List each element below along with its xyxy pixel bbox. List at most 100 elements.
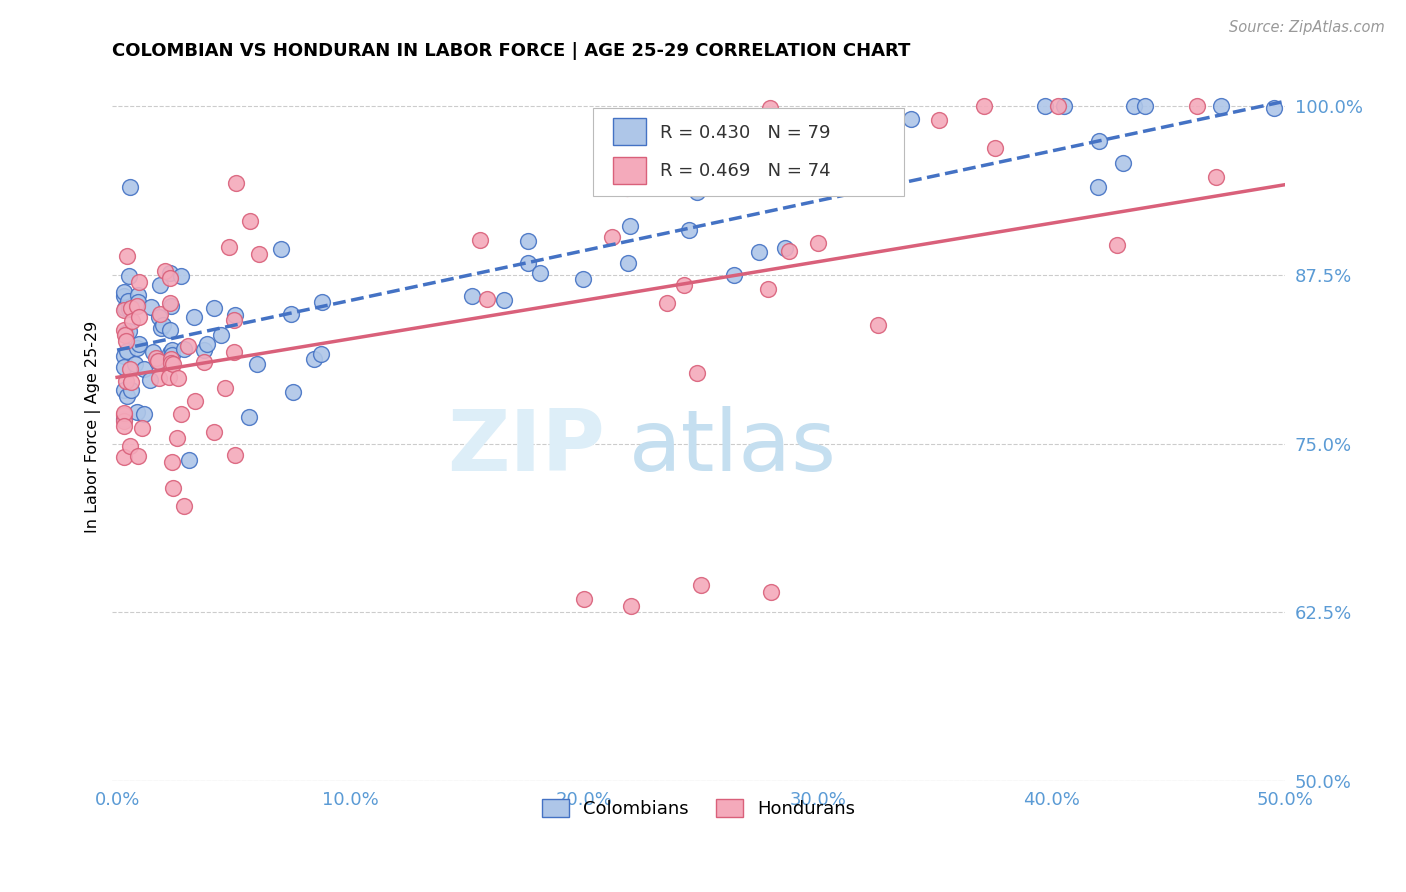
- Point: [159, 296, 181, 310]
- Point: [117, 293, 139, 308]
- Point: [128, 336, 150, 351]
- Point: [1052, 99, 1074, 113]
- Point: [195, 337, 218, 351]
- Text: COLOMBIAN VS HONDURAN IN LABOR FORCE | AGE 25-29 CORRELATION CHART: COLOMBIAN VS HONDURAN IN LABOR FORCE | A…: [112, 42, 911, 60]
- Point: [1088, 134, 1111, 148]
- Point: [159, 299, 181, 313]
- Point: [517, 234, 540, 248]
- Point: [686, 185, 709, 199]
- FancyBboxPatch shape: [613, 157, 645, 184]
- Point: [120, 180, 142, 194]
- Point: [160, 343, 183, 357]
- Point: [118, 268, 141, 283]
- Point: [529, 267, 551, 281]
- Point: [723, 268, 745, 283]
- Point: [121, 314, 143, 328]
- Point: [139, 372, 162, 386]
- Point: [127, 341, 149, 355]
- Point: [148, 370, 170, 384]
- Point: [112, 408, 135, 422]
- Point: [120, 376, 142, 390]
- Point: [115, 249, 138, 263]
- Point: [153, 264, 176, 278]
- Point: [145, 351, 167, 365]
- Point: [118, 324, 141, 338]
- Point: [309, 346, 332, 360]
- Point: [616, 256, 638, 270]
- Point: [202, 425, 225, 440]
- Point: [152, 318, 174, 332]
- Point: [239, 213, 262, 227]
- Point: [859, 176, 882, 190]
- Point: [162, 357, 184, 371]
- Point: [131, 421, 153, 435]
- Point: [1185, 99, 1208, 113]
- Point: [1123, 99, 1146, 113]
- Point: [112, 349, 135, 363]
- Point: [127, 288, 149, 302]
- Point: [620, 599, 643, 613]
- Point: [1107, 238, 1129, 252]
- Point: [114, 328, 136, 343]
- Point: [222, 344, 245, 359]
- Point: [184, 394, 207, 409]
- Point: [302, 351, 325, 366]
- Point: [118, 302, 141, 317]
- Point: [602, 229, 624, 244]
- Point: [1205, 170, 1227, 185]
- Point: [115, 343, 138, 358]
- Point: [112, 450, 135, 464]
- Point: [807, 236, 830, 251]
- Point: [193, 355, 215, 369]
- Point: [124, 357, 146, 371]
- Point: [149, 278, 172, 293]
- Point: [115, 326, 138, 341]
- Point: [574, 591, 596, 606]
- Point: [225, 177, 247, 191]
- Point: [146, 354, 169, 368]
- Point: [238, 410, 260, 425]
- Point: [209, 328, 232, 343]
- Point: [1112, 156, 1135, 170]
- Point: [461, 289, 484, 303]
- Point: [159, 267, 181, 281]
- Point: [149, 307, 172, 321]
- Point: [224, 449, 246, 463]
- Point: [749, 171, 772, 186]
- Point: [159, 323, 181, 337]
- Point: [139, 300, 162, 314]
- Point: [132, 361, 155, 376]
- Point: [159, 271, 181, 285]
- Point: [224, 308, 246, 322]
- Point: [928, 112, 950, 127]
- Point: [247, 247, 270, 261]
- Point: [270, 242, 292, 256]
- Point: [775, 241, 797, 255]
- Point: [166, 371, 188, 385]
- Point: [162, 348, 184, 362]
- Point: [1263, 101, 1285, 115]
- Point: [759, 101, 782, 115]
- Point: [162, 481, 184, 495]
- Point: [128, 310, 150, 324]
- Point: [673, 277, 696, 292]
- Point: [193, 343, 215, 357]
- Point: [173, 500, 195, 514]
- Point: [112, 323, 135, 337]
- Point: [222, 313, 245, 327]
- Point: [756, 282, 779, 296]
- Point: [477, 292, 499, 306]
- Point: [1087, 179, 1109, 194]
- Point: [1211, 99, 1233, 113]
- FancyBboxPatch shape: [613, 119, 645, 145]
- Point: [142, 344, 165, 359]
- Point: [112, 415, 135, 429]
- Point: [120, 362, 142, 376]
- Point: [468, 233, 491, 247]
- Point: [517, 256, 540, 270]
- Point: [127, 449, 149, 463]
- Point: [973, 99, 995, 113]
- Point: [112, 303, 135, 318]
- Point: [778, 244, 800, 259]
- Point: [128, 275, 150, 289]
